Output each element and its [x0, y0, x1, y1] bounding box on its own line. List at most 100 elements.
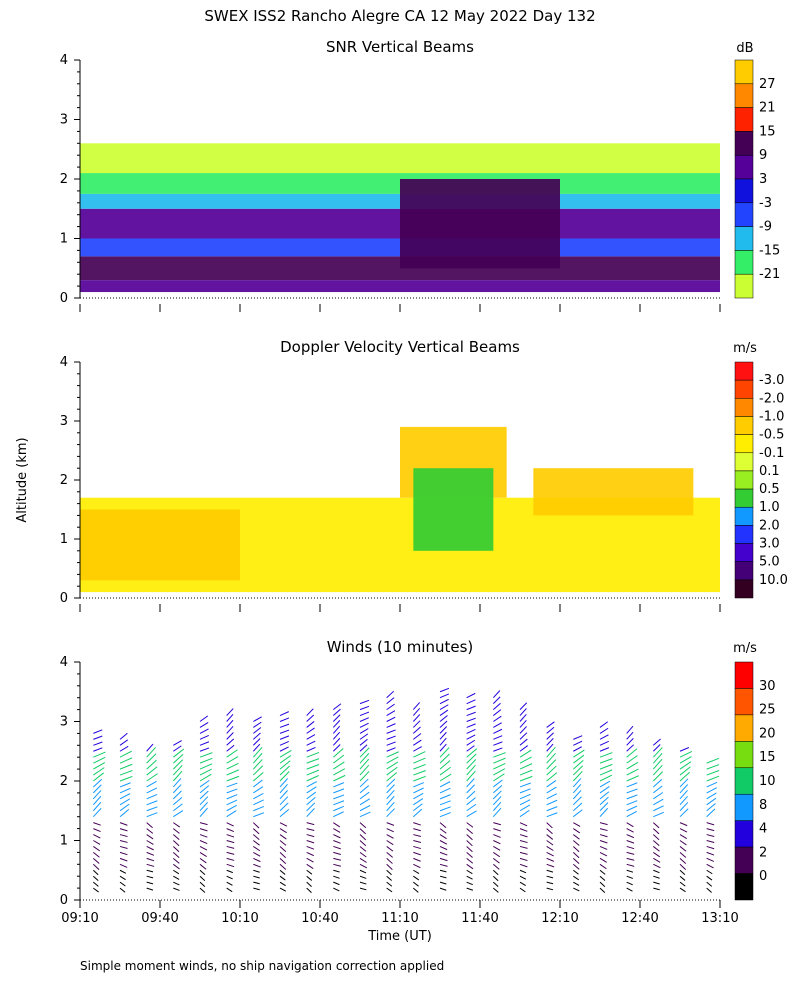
wind-barb: [466, 810, 477, 818]
wind-barb: [253, 799, 264, 806]
wind-barb: [493, 702, 501, 710]
colorbar-label: 20: [759, 726, 776, 741]
wind-barb: [146, 812, 158, 818]
wind-barb: [252, 765, 264, 776]
wind-barb: [119, 887, 126, 893]
x-tick-label: 11:10: [381, 911, 418, 926]
wind-barb: [679, 869, 686, 876]
wind-barb: [413, 757, 426, 764]
wind-barb: [226, 794, 238, 800]
wind-barb: [519, 726, 527, 734]
wind-barb: [226, 887, 233, 893]
wind-barb: [173, 863, 180, 870]
wind-barb: [119, 822, 128, 826]
wind-barb: [226, 863, 235, 868]
wind-barb: [226, 881, 233, 886]
wind-barb: [119, 775, 133, 782]
wind-barb: [599, 758, 613, 764]
wind-barb: [119, 845, 128, 849]
wind-barb: [146, 800, 158, 806]
wind-barb: [199, 722, 209, 728]
wind-barb: [93, 729, 103, 734]
wind-barb: [93, 747, 103, 752]
wind-barb: [386, 697, 395, 705]
wind-barb: [519, 799, 531, 806]
wind-barb: [679, 852, 687, 858]
wind-barb: [119, 857, 128, 862]
wind-barb: [119, 798, 131, 806]
winds-panel: Winds (10 minutes) m/s 0 1 2 3 4 09:10 09:40 1…: [60, 638, 776, 944]
wind-barb: [199, 869, 206, 876]
wind-barb: [333, 822, 341, 828]
wind-barb: [573, 863, 580, 870]
wind-barb: [546, 793, 558, 800]
wind-barb: [573, 881, 580, 886]
wind-barb: [386, 790, 395, 800]
wind-barb: [466, 803, 477, 812]
wind-barb: [546, 863, 555, 868]
wind-barb: [466, 863, 474, 870]
wind-barb: [306, 808, 315, 818]
wind-barb: [146, 766, 158, 776]
winds-colorbar-units: m/s: [733, 641, 757, 656]
wind-barb: [572, 784, 582, 794]
wind-barb: [626, 845, 635, 850]
colorbar-label: -3: [759, 196, 772, 211]
wind-barb: [439, 773, 452, 782]
colorbar-swatch: [734, 107, 754, 132]
wind-barb: [679, 761, 692, 770]
colorbar-swatch: [734, 579, 754, 599]
wind-barb: [706, 887, 712, 893]
wind-barb: [279, 846, 287, 852]
y-tick-label: 3: [60, 715, 68, 730]
wind-barb: [519, 887, 526, 893]
wind-barb: [359, 771, 370, 782]
wind-barb: [466, 711, 476, 717]
wind-barb: [599, 802, 609, 812]
wind-barb: [93, 881, 99, 887]
wind-barb: [279, 802, 289, 812]
wind-barb: [253, 857, 261, 863]
colorbar-label: 10: [759, 774, 776, 789]
wind-barb: [199, 840, 208, 845]
wind-barb: [599, 857, 607, 863]
wind-barb: [413, 763, 426, 770]
wind-barb: [413, 792, 424, 800]
wind-barb: [466, 770, 476, 782]
wind-barb: [93, 772, 104, 782]
wind-barb: [199, 747, 210, 752]
wind-barb: [653, 738, 661, 746]
wind-barb: [386, 869, 392, 876]
wind-barb: [653, 851, 661, 858]
wind-barb: [253, 805, 265, 812]
wind-barb: [279, 765, 290, 776]
wind-barb: [466, 869, 473, 875]
wind-barb: [413, 751, 426, 758]
wind-barb: [359, 717, 370, 722]
wind-barb: [439, 698, 449, 705]
wind-barb: [199, 779, 210, 788]
wind-barb: [226, 828, 235, 833]
wind-barb: [466, 790, 476, 800]
wind-barb: [652, 744, 661, 752]
wind-barb: [413, 726, 421, 734]
wind-barb: [333, 754, 345, 764]
wind-barb: [359, 851, 367, 858]
wind-barb: [279, 869, 286, 875]
wind-barb: [226, 845, 235, 849]
wind-barb: [572, 790, 582, 800]
wind-barb: [333, 851, 341, 855]
wind-barb: [519, 738, 528, 746]
wind-barb: [599, 840, 608, 844]
wind-barb: [359, 791, 370, 800]
wind-barb: [172, 852, 180, 858]
x-tick-label: 11:40: [461, 911, 498, 926]
wind-barb: [279, 875, 286, 881]
wind-barb: [599, 875, 606, 881]
wind-barb: [146, 822, 153, 829]
wind-barb: [679, 822, 688, 827]
wind-barb: [279, 809, 290, 818]
wind-barb: [626, 800, 638, 806]
wind-barb: [626, 768, 639, 776]
wind-barb: [573, 760, 584, 770]
